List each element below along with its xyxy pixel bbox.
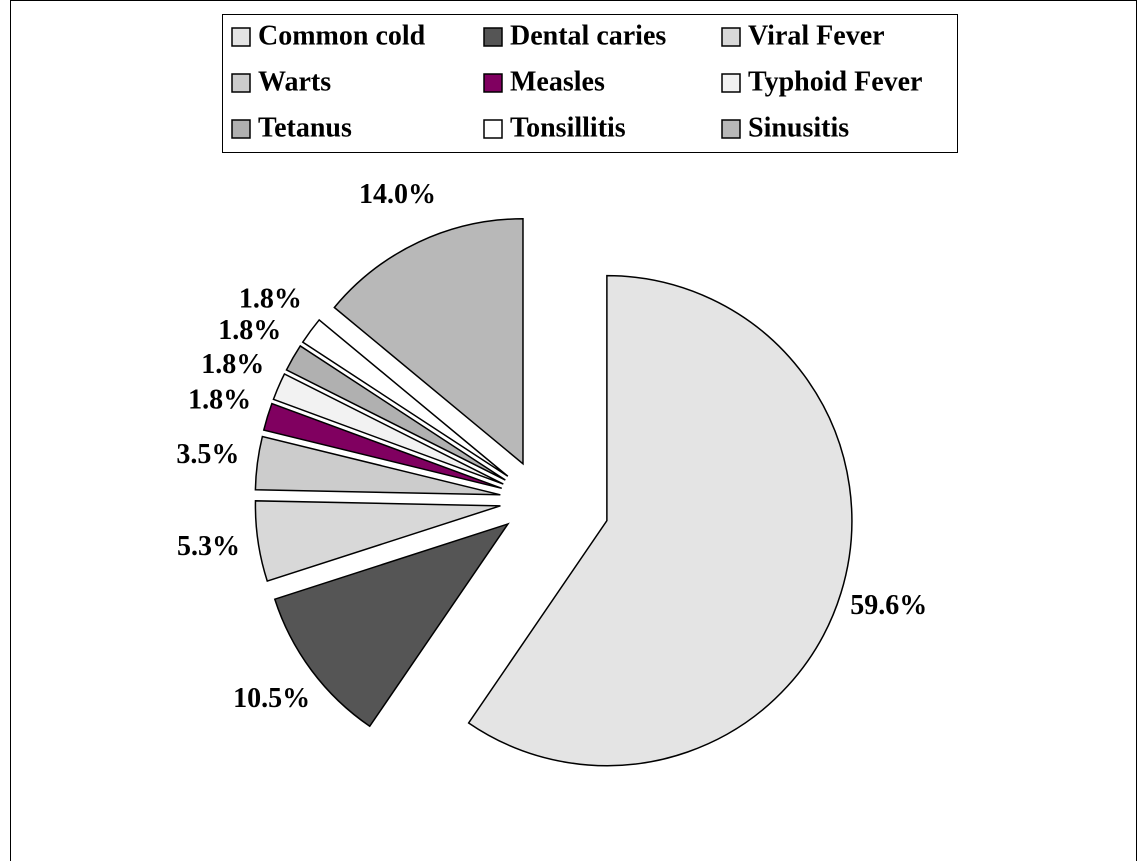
data-label: 14.0% bbox=[359, 179, 436, 210]
legend-swatch bbox=[483, 119, 503, 139]
pie-slice bbox=[333, 218, 524, 466]
data-label: 3.5% bbox=[176, 439, 239, 470]
pie-slice bbox=[467, 274, 853, 767]
data-label: 59.6% bbox=[850, 590, 927, 621]
legend-swatch bbox=[721, 119, 741, 139]
pie-slice bbox=[272, 372, 504, 485]
legend-label: Tonsillitis bbox=[510, 112, 626, 143]
legend-label: Typhoid Fever bbox=[748, 66, 922, 97]
legend-swatch bbox=[231, 73, 251, 93]
legend-swatch bbox=[483, 27, 503, 47]
legend-label: Viral Fever bbox=[748, 20, 885, 51]
legend-swatch bbox=[721, 73, 741, 93]
legend-swatch bbox=[483, 73, 503, 93]
pie-slice bbox=[273, 522, 510, 728]
legend-swatch bbox=[231, 27, 251, 47]
legend-label: Common cold bbox=[258, 20, 426, 51]
legend-box bbox=[222, 14, 958, 153]
data-label: 1.8% bbox=[188, 385, 251, 416]
legend-label: Tetanus bbox=[258, 112, 352, 143]
legend-label: Measles bbox=[510, 66, 605, 97]
pie-slice bbox=[262, 402, 503, 490]
legend-label: Dental caries bbox=[510, 20, 666, 51]
pie-slice bbox=[254, 435, 501, 496]
pie-slice bbox=[285, 344, 506, 481]
legend-label: Sinusitis bbox=[748, 112, 849, 143]
data-label: 5.3% bbox=[177, 531, 240, 562]
data-label: 1.8% bbox=[239, 284, 302, 315]
pie-slice bbox=[254, 500, 501, 583]
legend-swatch bbox=[231, 119, 251, 139]
data-label: 1.8% bbox=[218, 315, 281, 346]
legend-label: Warts bbox=[258, 66, 331, 97]
pie-slice bbox=[301, 318, 509, 477]
legend-swatch bbox=[721, 27, 741, 47]
data-label: 1.8% bbox=[201, 349, 264, 380]
data-label: 10.5% bbox=[233, 683, 310, 714]
